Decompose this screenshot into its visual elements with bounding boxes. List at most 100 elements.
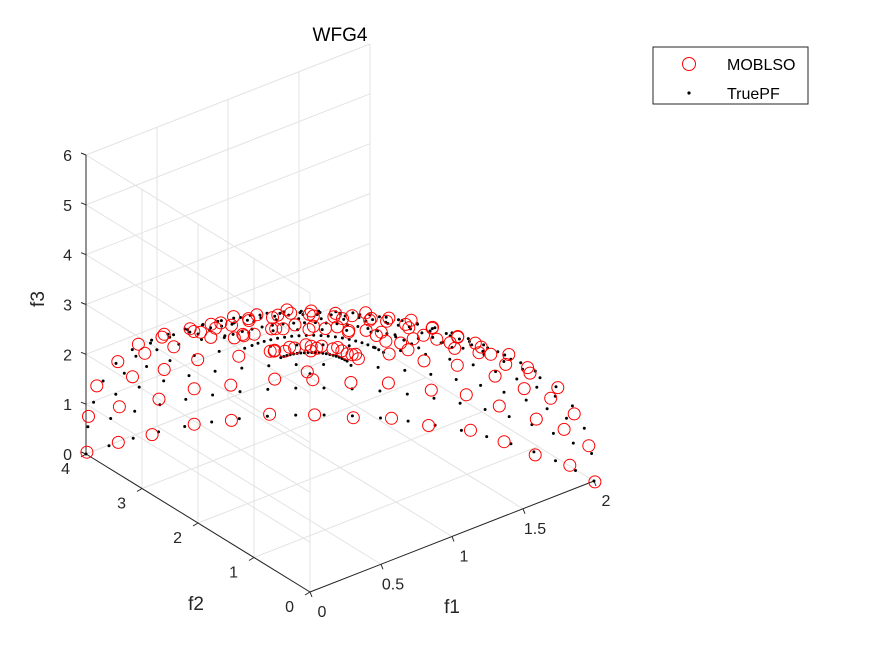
x-tick-label: 1.5 <box>524 521 546 538</box>
moblso-point <box>472 346 486 360</box>
truepf-point <box>245 318 249 322</box>
z-axis-label: f3 <box>28 291 49 307</box>
y-tick-mark <box>248 557 255 561</box>
truepf-point <box>271 329 275 333</box>
moblso-point <box>237 329 251 343</box>
moblso-point <box>183 322 197 336</box>
moblso-point <box>111 355 125 369</box>
truepf-point <box>366 343 370 347</box>
truepf-point <box>184 397 188 401</box>
y-tick-label: 0 <box>285 599 294 616</box>
moblso-point <box>382 347 396 361</box>
moblso-point <box>464 423 477 437</box>
moblso-point <box>157 327 171 341</box>
truepf-point <box>350 414 354 418</box>
grid-line <box>85 154 311 294</box>
truepf-point <box>162 379 166 383</box>
y-tick-mark <box>136 488 143 492</box>
truepf-point <box>485 435 489 439</box>
truepf-point <box>219 319 223 323</box>
moblso-point <box>374 325 388 339</box>
grid-line <box>85 143 371 256</box>
truepf-point <box>366 327 370 330</box>
moblso-point <box>349 347 363 361</box>
moblso-point <box>567 407 581 421</box>
z-tick-mark <box>80 252 87 256</box>
truepf-point <box>130 348 134 352</box>
truepf-point <box>276 336 280 340</box>
grid-line <box>85 43 371 156</box>
truepf-point <box>399 349 403 353</box>
moblso-point <box>308 408 322 422</box>
truepf-point <box>592 479 596 483</box>
truepf-point <box>109 417 113 420</box>
truepf-point <box>519 361 523 365</box>
moblso-point <box>138 346 152 360</box>
truepf-point <box>326 334 330 338</box>
truepf-point <box>371 318 375 322</box>
grid-line <box>85 353 311 493</box>
truepf-point <box>294 413 298 417</box>
moblso-point <box>167 340 181 354</box>
y-axis-label: f2 <box>188 594 204 615</box>
moblso-point <box>459 388 473 402</box>
truepf-point <box>554 385 558 389</box>
truepf-point <box>114 392 118 396</box>
z-tick-label: 6 <box>63 148 72 165</box>
moblso-point <box>364 311 378 325</box>
grid-line <box>85 342 371 455</box>
truepf-point <box>295 343 299 347</box>
truepf-point <box>379 416 382 420</box>
legend-label-moblso: MOBLSO <box>727 57 795 74</box>
x-tick-mark <box>522 508 526 514</box>
truepf-point <box>502 360 506 363</box>
z-tick-mark <box>80 351 87 355</box>
truepf-point <box>256 341 260 345</box>
truepf-point <box>267 364 271 368</box>
moblso-point <box>227 310 240 324</box>
truepf-point <box>479 383 483 387</box>
truepf-point <box>297 334 301 338</box>
moblso-point <box>582 439 596 453</box>
legend-box <box>652 46 809 105</box>
truepf-point <box>403 368 407 372</box>
truepf-point <box>294 363 298 367</box>
truepf-point <box>448 357 452 361</box>
truepf-point <box>551 431 555 435</box>
moblso-point <box>521 361 535 375</box>
truepf-point <box>431 335 435 339</box>
truepf-point <box>133 409 137 413</box>
moblso-point <box>242 314 256 327</box>
truepf-point <box>429 372 433 376</box>
truepf-point <box>114 361 118 365</box>
moblso-point <box>224 378 238 392</box>
truepf-point <box>150 338 154 342</box>
truepf-point <box>320 328 324 332</box>
moblso-point <box>502 348 516 361</box>
truepf-point <box>373 346 377 350</box>
moblso-point <box>443 336 457 350</box>
truepf-point <box>172 333 176 337</box>
y-tick-mark <box>192 522 199 527</box>
truepf-point <box>378 389 382 393</box>
truepf-point <box>494 370 498 373</box>
truepf-point <box>149 341 152 345</box>
moblso-point <box>401 343 415 357</box>
z-tick-label: 0 <box>63 447 72 464</box>
truepf-point <box>482 343 486 347</box>
moblso-point <box>271 308 285 322</box>
truepf-point <box>345 359 349 363</box>
truepf-point <box>402 338 406 342</box>
moblso-point <box>544 391 558 405</box>
truepf-point <box>397 318 400 322</box>
truepf-point <box>454 378 458 381</box>
moblso-point <box>363 313 377 327</box>
axes <box>80 152 597 598</box>
truepf-point <box>503 353 507 357</box>
moblso-point <box>424 383 438 397</box>
moblso-point <box>563 458 577 472</box>
truepf-point <box>535 385 539 389</box>
truepf-point <box>319 334 323 338</box>
